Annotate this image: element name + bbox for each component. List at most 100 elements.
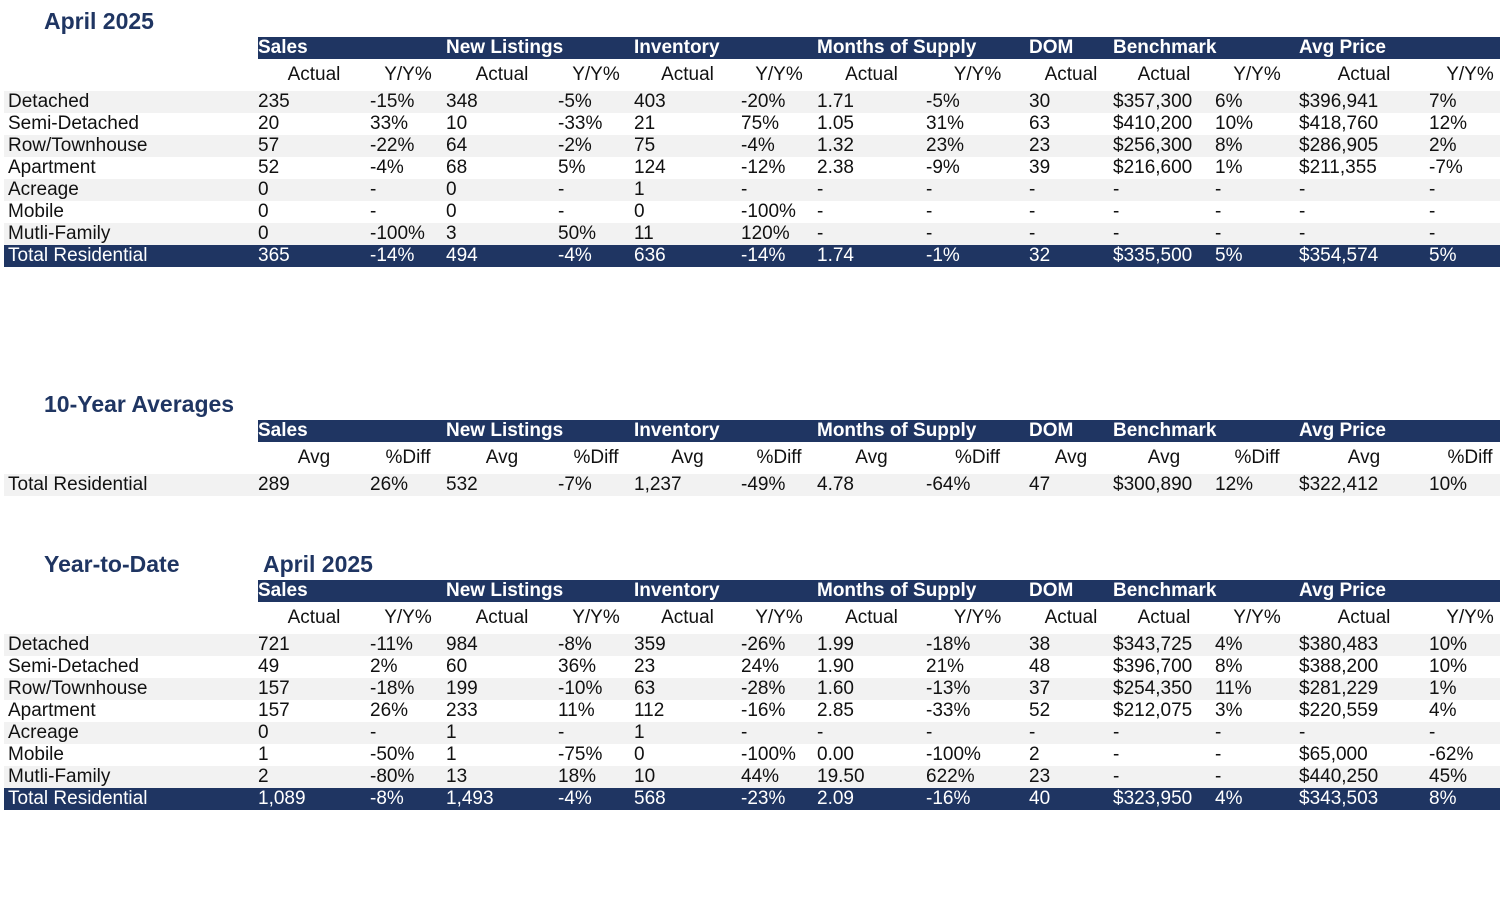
column-subheader: Avg	[671, 447, 704, 468]
total-cell: $354,574	[1299, 245, 1429, 267]
column-subheader: Actual	[661, 607, 714, 628]
total-cell: 5%	[1429, 245, 1500, 267]
table-cell: -18%	[370, 678, 446, 700]
table-cell: -	[1029, 201, 1036, 222]
table-cell: -	[1029, 722, 1113, 744]
column-subheader: Y/Y%	[755, 607, 803, 628]
table-cell: 622%	[926, 766, 1029, 788]
table-cell: -	[817, 722, 926, 744]
table-cell: -	[1299, 179, 1429, 201]
subheader-blank-cell	[4, 59, 258, 91]
table-cell: -7%	[558, 474, 634, 496]
table-cell: 12%	[1215, 474, 1299, 496]
table-cell: -9%	[926, 157, 960, 178]
column-subheader: Avg	[855, 447, 888, 468]
column-group-header: Inventory	[634, 580, 817, 602]
total-cell: 1,089	[258, 788, 370, 810]
table-cell: -	[926, 179, 1029, 201]
table-cell: 20	[258, 113, 280, 134]
row-label: Mutli-Family	[4, 766, 258, 788]
table-cell: 75	[634, 135, 741, 157]
table-cell: 21%	[926, 656, 965, 677]
table-cell: 157	[258, 700, 290, 721]
table-ytd: Sales New Listings Inventory Months of Supp…	[4, 580, 1500, 810]
table-cell: 11%	[1215, 678, 1299, 700]
table-cell: 37	[1029, 678, 1113, 700]
table-cell: 13	[446, 766, 558, 788]
table-cell: -100%	[370, 223, 446, 245]
column-group-header: Avg Price	[1299, 37, 1500, 59]
table-cell: -	[370, 722, 446, 744]
row-label: Row/Townhouse	[4, 678, 258, 700]
table-cell: -5%	[926, 91, 1029, 113]
table-cell: -33%	[926, 700, 971, 721]
table-cell: 4%	[1215, 634, 1299, 656]
table-cell: -18%	[926, 634, 1029, 656]
table-cell: 1.05	[817, 113, 854, 134]
table-cell: 52	[1029, 700, 1051, 721]
column-subheader: Actual	[1337, 607, 1391, 628]
table-cell: 532	[446, 474, 558, 496]
column-subheader: Y/Y%	[1446, 607, 1494, 628]
total-cell: -4%	[558, 245, 634, 267]
table-cell: 49	[258, 656, 280, 677]
table-cell: -	[817, 179, 926, 201]
table-cell: $216,600	[1113, 157, 1193, 178]
table-cell: -100%	[741, 744, 796, 765]
table-cell: 1	[634, 722, 741, 744]
header-blank-cell	[4, 580, 258, 602]
section-title-ten-year: 10-Year Averages	[44, 391, 235, 417]
table-cell: 1.32	[817, 135, 926, 157]
column-group-header: Avg Price	[1299, 420, 1500, 442]
table-cell: $380,483	[1299, 634, 1429, 656]
total-cell: -16%	[926, 788, 1029, 810]
column-subheader: Y/Y%	[953, 607, 1002, 628]
column-subheader: Y/Y%	[953, 64, 1002, 85]
row-label: Mobile	[8, 744, 64, 765]
total-cell: 32	[1029, 245, 1113, 267]
table-cell: -20%	[741, 91, 817, 113]
row-label: Detached	[4, 634, 258, 656]
table-cell: 233	[446, 700, 478, 721]
table-cell: 0	[258, 179, 370, 201]
table-cell: 21	[634, 113, 656, 134]
table-cell: 120%	[741, 223, 817, 245]
table-cell: 1	[446, 722, 558, 744]
table-cell: 1.60	[817, 678, 926, 700]
column-subheader: Avg	[1347, 447, 1381, 468]
table-cell: $300,890	[1113, 474, 1215, 496]
column-subheader: Y/Y%	[1233, 64, 1281, 85]
table-cell: 75%	[741, 113, 780, 134]
table-cell: 11%	[558, 700, 595, 721]
table-cell: 2.38	[817, 157, 854, 178]
table-cell: -50%	[370, 744, 415, 765]
total-cell: $343,503	[1299, 788, 1429, 810]
table-cell: 10%	[1429, 656, 1468, 677]
table-cell: -	[1113, 766, 1215, 788]
subheader-blank-cell	[4, 442, 258, 474]
total-cell: -23%	[741, 788, 817, 810]
table-cell: 11	[634, 223, 741, 245]
column-group-header: Sales	[258, 37, 446, 59]
table-cell: 63	[1029, 113, 1051, 134]
table-cell: -5%	[558, 91, 634, 113]
table-cell: 124	[634, 157, 666, 178]
total-cell: 365	[258, 245, 370, 267]
table-cell: 36%	[558, 656, 597, 677]
column-group-header: Benchmark	[1113, 580, 1299, 602]
table-cell: 199	[446, 678, 558, 700]
table-cell: -	[1299, 722, 1429, 744]
table-cell: $410,200	[1113, 113, 1193, 134]
table-cell: $388,200	[1299, 656, 1379, 677]
table-cell: 2	[258, 766, 370, 788]
table-cell: -	[1215, 223, 1299, 245]
table-cell: -	[1299, 223, 1429, 245]
table-cell: 10	[446, 113, 468, 134]
column-subheader: Y/Y%	[1233, 607, 1281, 628]
row-label: Row/Townhouse	[4, 135, 258, 157]
table-cell: 33%	[370, 113, 409, 134]
table-cell: 18%	[558, 766, 634, 788]
table-cell: -7%	[1429, 157, 1463, 178]
table-cell: -26%	[741, 634, 817, 656]
table-cell: 3	[446, 223, 558, 245]
